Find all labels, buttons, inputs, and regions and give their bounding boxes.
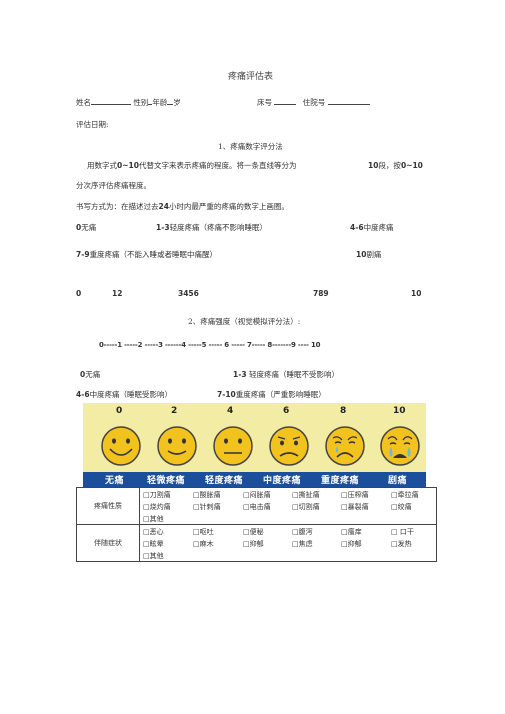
pain-attributes-table: 疼痛性质 □刀割痛 □酸胀痛 □闷胀痛 □撕扯痛 □压榨痛 □牵拉痛 □烧灼痛 …	[76, 487, 437, 562]
face-number-10: 10	[393, 406, 406, 416]
range-none: 0无痛	[76, 223, 97, 232]
face-label-mild: 轻度疼痛	[205, 476, 244, 486]
pain-nature-header: 疼痛性质	[76, 487, 140, 525]
vas-moderate: 4-6中度疼痛（睡眠受影响）	[76, 390, 173, 399]
age-label: 年龄	[152, 98, 168, 107]
inpatient-label: 住院号	[302, 98, 326, 107]
section1-desc-line2: 分次序评估疼痛程度。	[76, 181, 151, 190]
gender-field[interactable]	[148, 97, 153, 105]
range-extreme: 10剧痛	[356, 250, 382, 259]
option-checkbox[interactable]: □便秘	[243, 528, 264, 536]
option-checkbox[interactable]: □酸胀痛	[193, 491, 221, 499]
face-6-frown-icon[interactable]	[268, 425, 310, 467]
vas-none: 0无痛	[80, 370, 101, 379]
age-unit: 岁	[173, 98, 181, 107]
section1-desc-line1: 用数字式0~10代替文字来表示疼痛的程度。将一条直线等分为	[87, 161, 297, 170]
bed-label: 床号	[257, 98, 272, 107]
bed-info: 床号 住院号	[257, 97, 370, 108]
option-checkbox[interactable]: □腹泻	[292, 528, 313, 536]
option-checkbox[interactable]: □撕扯痛	[292, 491, 320, 499]
faces-label-bar	[83, 472, 426, 488]
section1-method: 书写方式为：在描述过去24小时内最严重的疼痛的数字上画圈。	[76, 202, 289, 211]
patient-info-line: 姓名 性别 年龄岁	[76, 97, 181, 108]
option-checkbox[interactable]: □电击痛	[243, 503, 271, 511]
option-checkbox[interactable]: □针刺痛	[193, 503, 221, 511]
range-severe: 7-9重度疼痛（不能入睡或者睡眠中痛醒）	[76, 250, 218, 259]
option-checkbox[interactable]: □刀割痛	[143, 491, 171, 499]
face-label-extreme: 剧痛	[388, 476, 408, 486]
table-row: 伴随症状 □恶心 □呕吐 □便秘 □腹泻 □瘙痒 □ 口干 □眩晕 □麻木 □抑…	[76, 524, 437, 562]
table-row: 疼痛性质 □刀割痛 □酸胀痛 □闷胀痛 □撕扯痛 □压榨痛 □牵拉痛 □烧灼痛 …	[76, 487, 437, 525]
date-label: 评估日期:	[76, 120, 109, 129]
gender-label: 性别	[133, 98, 149, 107]
option-checkbox[interactable]: □ 口干	[391, 528, 414, 536]
vas-mild: 1-3 轻度疼痛（睡眠不受影响）	[233, 370, 339, 379]
face-0-smile-icon[interactable]	[100, 425, 142, 467]
face-number-4: 4	[227, 406, 234, 416]
scale-3-6[interactable]: 3456	[178, 289, 199, 298]
range-mild: 1-3轻度疼痛（疼痛不影响睡眠）	[156, 223, 268, 232]
option-checkbox[interactable]: □其他	[143, 515, 164, 523]
option-checkbox[interactable]: □呕吐	[193, 528, 214, 536]
face-number-8: 8	[340, 406, 347, 416]
option-checkbox[interactable]: □压榨痛	[341, 491, 369, 499]
face-4-neutral-icon[interactable]	[212, 425, 254, 467]
face-number-0: 0	[116, 406, 123, 416]
option-checkbox[interactable]: □麻木	[193, 540, 214, 548]
vas-line[interactable]: 0-----1 -----2 -----3 ------4 -----5 ---…	[99, 341, 321, 349]
option-checkbox[interactable]: □发热	[391, 540, 412, 548]
inpatient-field[interactable]	[327, 97, 370, 105]
option-checkbox[interactable]: □恶心	[143, 528, 164, 536]
symptoms-options: □恶心 □呕吐 □便秘 □腹泻 □瘙痒 □ 口干 □眩晕 □麻木 □抑郁 □焦虑…	[139, 524, 437, 562]
pain-nature-options: □刀割痛 □酸胀痛 □闷胀痛 □撕扯痛 □压榨痛 □牵拉痛 □烧灼痛 □针刺痛 …	[139, 487, 437, 525]
option-checkbox[interactable]: □焦虑	[292, 540, 313, 548]
section1-heading: 1、疼痛数字评分法	[218, 142, 283, 151]
faces-pain-scale: 0 2 4 6 8 10	[83, 403, 426, 488]
face-number-6: 6	[283, 406, 290, 416]
page-title: 疼痛评估表	[228, 72, 274, 82]
option-checkbox[interactable]: □绞痛	[391, 503, 412, 511]
face-label-slight: 轻微疼痛	[147, 476, 186, 486]
option-checkbox[interactable]: □其他	[143, 552, 164, 560]
face-10-sobbing-icon[interactable]	[379, 425, 421, 467]
scale-1-2[interactable]: 12	[112, 289, 123, 298]
face-label-severe: 重度疼痛	[321, 476, 360, 486]
option-checkbox[interactable]: □眩晕	[143, 540, 164, 548]
option-checkbox[interactable]: □烧灼痛	[143, 503, 171, 511]
face-8-crying-icon[interactable]	[324, 425, 366, 467]
option-checkbox[interactable]: □闷胀痛	[243, 491, 271, 499]
face-label-moderate: 中度疼痛	[263, 476, 302, 486]
scale-10[interactable]: 10	[411, 289, 422, 298]
face-2-slight-smile-icon[interactable]	[156, 425, 198, 467]
bed-field[interactable]	[274, 97, 297, 105]
face-label-none: 无痛	[105, 476, 125, 486]
age-field[interactable]	[167, 97, 174, 105]
name-field[interactable]	[91, 97, 131, 105]
scale-7-9[interactable]: 789	[313, 289, 329, 298]
option-checkbox[interactable]: □抑郁	[341, 540, 362, 548]
range-moderate: 4-6中度疼痛	[350, 223, 394, 232]
section2-heading: 2、疼痛强度（视觉模拟评分法）:	[188, 317, 301, 326]
option-checkbox[interactable]: □切割痛	[292, 503, 320, 511]
option-checkbox[interactable]: □抑郁	[243, 540, 264, 548]
option-checkbox[interactable]: □牵拉痛	[391, 491, 419, 499]
option-checkbox[interactable]: □瘙痒	[341, 528, 362, 536]
symptoms-header: 伴随症状	[76, 524, 140, 562]
scale-0[interactable]: 0	[76, 289, 82, 298]
option-checkbox[interactable]: □暴裂痛	[341, 503, 369, 511]
name-label: 姓名	[76, 98, 91, 107]
section1-desc-line1-end: 10段，按0~10	[368, 161, 423, 170]
vas-severe: 7-10重度疼痛（严重影响睡眠）	[217, 390, 326, 399]
face-number-2: 2	[171, 406, 178, 416]
